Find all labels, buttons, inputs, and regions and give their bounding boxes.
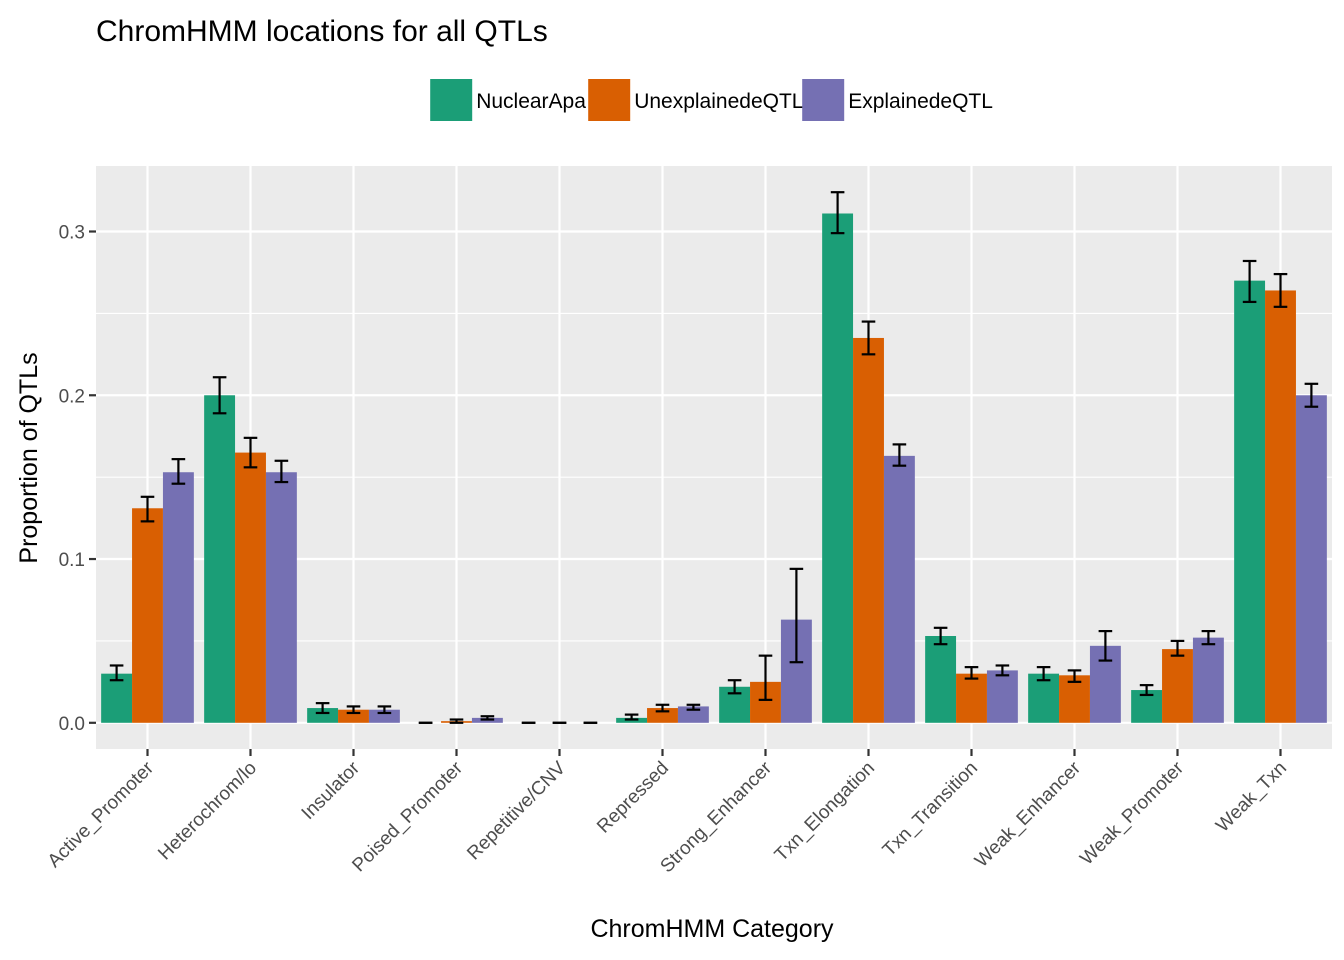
y-axis: 0.0 0.1 0.2 0.3 xyxy=(59,223,96,735)
bar-NuclearApa-Active_Promoter xyxy=(101,673,133,723)
x-axis-title: ChromHMM Category xyxy=(590,915,834,943)
y-tick-label: 0.2 xyxy=(59,386,85,407)
bar-UnexplainedeQTL-Repressed xyxy=(647,708,678,723)
y-tick-label: 0.0 xyxy=(59,714,85,735)
bar-UnexplainedeQTL-Weak_Enhancer xyxy=(1059,675,1090,723)
bar-UnexplainedeQTL-Txn_Transition xyxy=(956,673,987,723)
legend-label-UnexplainedeQTL: UnexplainedeQTL xyxy=(634,90,803,113)
y-tick-label: 0.3 xyxy=(59,223,85,244)
bar-UnexplainedeQTL-Insulator xyxy=(338,709,369,723)
x-tick-label: Poised_Promoter xyxy=(348,757,467,876)
bar-NuclearApa-Txn_Elongation xyxy=(822,213,854,723)
x-tick-label: Weak_Enhancer xyxy=(971,757,1085,871)
bar-ExplainedeQTL-Repressed xyxy=(677,706,709,723)
bar-NuclearApa-Txn_Transition xyxy=(925,636,957,723)
bar-NuclearApa-Weak_Enhancer xyxy=(1028,673,1060,723)
bar-UnexplainedeQTL-Weak_Txn xyxy=(1265,290,1296,723)
legend: NuclearApa UnexplainedeQTL ExplainedeQTL xyxy=(430,79,993,121)
bar-UnexplainedeQTL-Heterochrom/lo xyxy=(235,452,266,723)
error-bars xyxy=(109,191,1319,724)
x-tick-label: Txn_Elongation xyxy=(771,758,879,866)
bar-ExplainedeQTL-Txn_Elongation xyxy=(883,455,915,723)
bar-UnexplainedeQTL-Weak_Promoter xyxy=(1162,649,1193,723)
y-axis-title: Proportion of QTLs xyxy=(15,352,43,563)
bar-UnexplainedeQTL-Txn_Elongation xyxy=(853,337,884,723)
x-tick-label: Heterochrom/lo xyxy=(154,758,261,865)
legend-key-NuclearApa xyxy=(430,79,473,121)
legend-key-ExplainedeQTL xyxy=(802,79,845,121)
bar-ExplainedeQTL-Txn_Transition xyxy=(986,670,1018,723)
bar-ExplainedeQTL-Weak_Promoter xyxy=(1192,637,1224,723)
legend-label-NuclearApa: NuclearApa xyxy=(476,90,586,113)
x-tick-label: Insulator xyxy=(298,757,365,824)
legend-key-UnexplainedeQTL xyxy=(588,79,631,121)
bars xyxy=(101,213,1327,723)
chart-title: ChromHMM locations for all QTLs xyxy=(96,15,548,48)
bar-NuclearApa-Insulator xyxy=(307,708,339,723)
x-tick-label: Active_Promoter xyxy=(44,757,159,872)
x-tick-label: Repetitive/CNV xyxy=(463,757,570,864)
y-tick-label: 0.1 xyxy=(59,550,85,571)
bar-ExplainedeQTL-Weak_Txn xyxy=(1295,395,1327,723)
bar-UnexplainedeQTL-Active_Promoter xyxy=(132,508,163,723)
bar-ExplainedeQTL-Active_Promoter xyxy=(162,472,194,723)
bar-NuclearApa-Weak_Txn xyxy=(1234,280,1266,723)
bar-ExplainedeQTL-Heterochrom/lo xyxy=(265,472,297,723)
x-tick-label: Txn_Transition xyxy=(879,758,982,861)
plot-panel xyxy=(96,166,1332,749)
x-tick-label: Strong_Enhancer xyxy=(657,757,777,877)
x-tick-label: Weak_Txn xyxy=(1212,758,1291,837)
bar-NuclearApa-Heterochrom/lo xyxy=(204,395,236,723)
bar-ExplainedeQTL-Insulator xyxy=(368,709,400,723)
x-tick-label: Repressed xyxy=(593,758,673,838)
legend-label-ExplainedeQTL: ExplainedeQTL xyxy=(848,90,993,113)
grid-minor xyxy=(96,312,1332,642)
x-tick-label: Weak_Promoter xyxy=(1076,757,1188,869)
